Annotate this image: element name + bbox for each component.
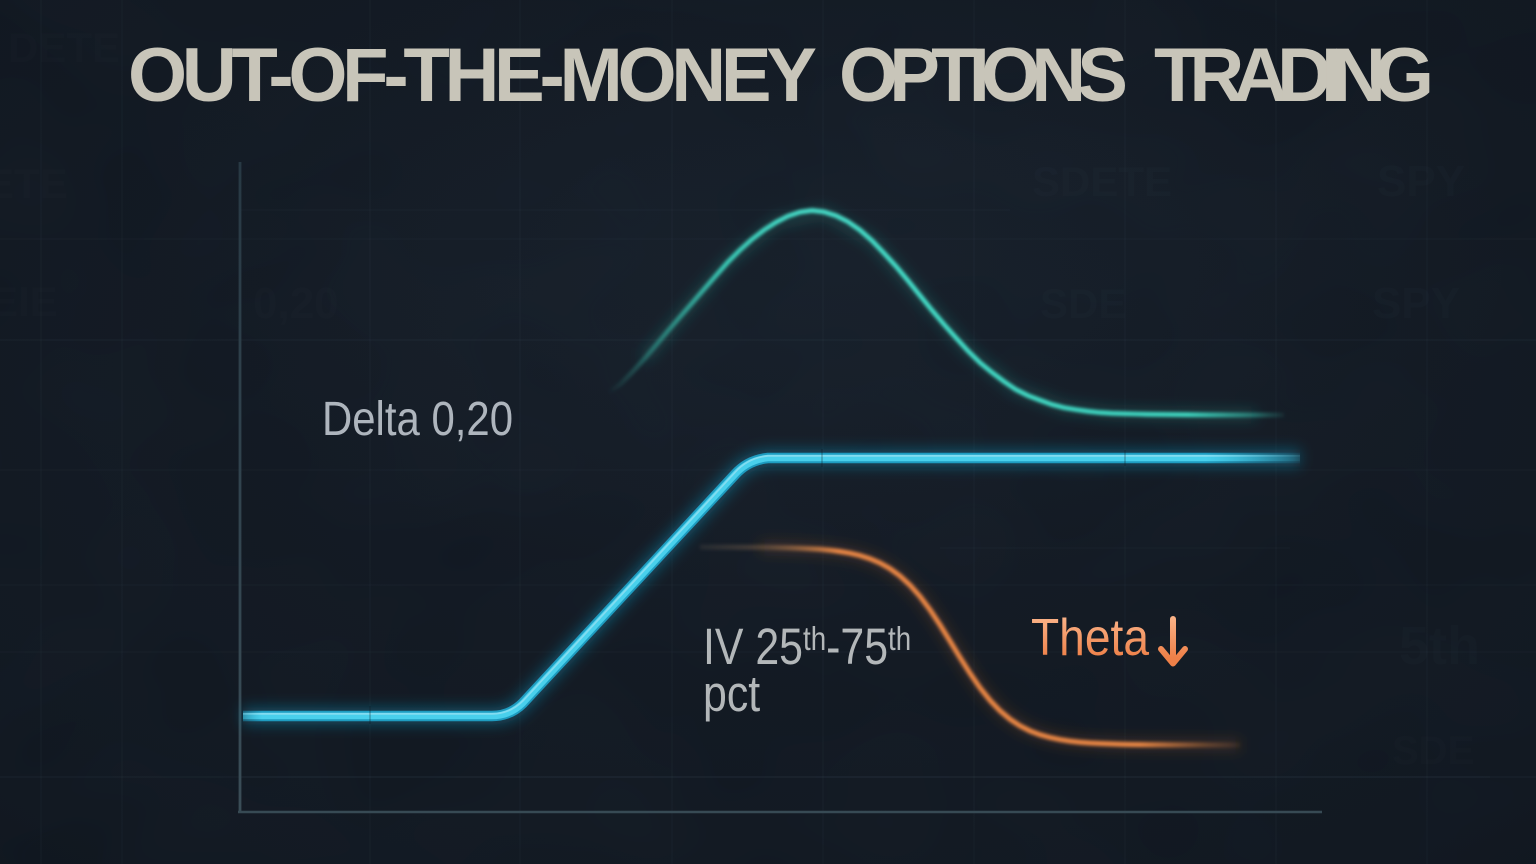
svg-text:Delta 0,20: Delta 0,20 [322,393,513,446]
svg-text:SDE: SDE [1040,280,1126,327]
svg-text:SDETE: SDETE [1032,158,1172,205]
svg-text:Theta: Theta [1031,609,1149,667]
svg-text:SPY: SPY [1372,279,1460,328]
svg-text:SPY: SPY [1377,157,1465,206]
svg-text:ETE: ETE [0,160,68,207]
svg-text:0,20: 0,20 [253,279,339,328]
svg-text:DETE: DETE [8,24,120,71]
svg-text:5th: 5th [1399,616,1480,676]
svg-text:pct: pct [703,664,760,721]
svg-text:EIE: EIE [0,278,58,325]
svg-text:SDE: SDE [1392,729,1474,773]
